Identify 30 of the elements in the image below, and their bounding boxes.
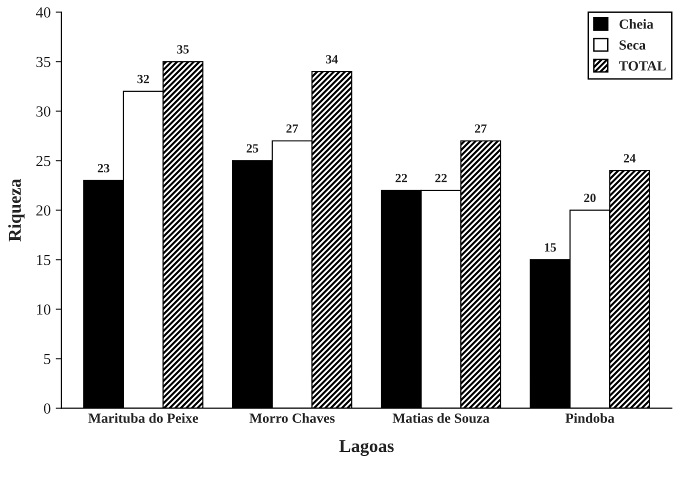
y-tick-label: 15 bbox=[37, 254, 50, 266]
y-tick-label: 20 bbox=[36, 205, 50, 216]
data-label: 15 bbox=[544, 243, 556, 252]
data-label: 27 bbox=[474, 124, 487, 133]
data-label: 25 bbox=[246, 144, 258, 153]
data-label: 35 bbox=[177, 45, 189, 54]
y-tick-label: 0 bbox=[44, 403, 50, 414]
legend-label: Cheia bbox=[620, 19, 654, 29]
y-tick-label: 30 bbox=[36, 106, 50, 117]
y-axis-title: Riqueza bbox=[8, 178, 25, 242]
x-tick-label: Matias de Souza bbox=[392, 413, 490, 423]
y-tick-label: 10 bbox=[37, 304, 50, 315]
y-tick-label: 40 bbox=[36, 7, 50, 18]
x-tick-label: Morro Chaves bbox=[249, 413, 335, 423]
y-tick-label: 25 bbox=[36, 156, 50, 166]
x-tick-label: Pindoba bbox=[565, 413, 614, 423]
data-label: 20 bbox=[584, 194, 596, 202]
data-label: 22 bbox=[435, 174, 447, 182]
legend-label: Seca bbox=[620, 40, 646, 50]
y-tick-label: 35 bbox=[36, 56, 50, 68]
data-label: 34 bbox=[326, 55, 338, 64]
data-label: 23 bbox=[98, 164, 110, 172]
x-tick-label: Marituba do Peixe bbox=[88, 413, 198, 423]
data-label: 27 bbox=[286, 124, 298, 133]
data-label: 24 bbox=[624, 154, 636, 162]
data-label: 22 bbox=[396, 174, 408, 182]
data-label: 32 bbox=[137, 74, 149, 84]
x-axis-title: Lagoas bbox=[339, 440, 394, 456]
y-tick-label: 5 bbox=[44, 354, 50, 364]
legend-label: TOTAL bbox=[619, 61, 666, 71]
